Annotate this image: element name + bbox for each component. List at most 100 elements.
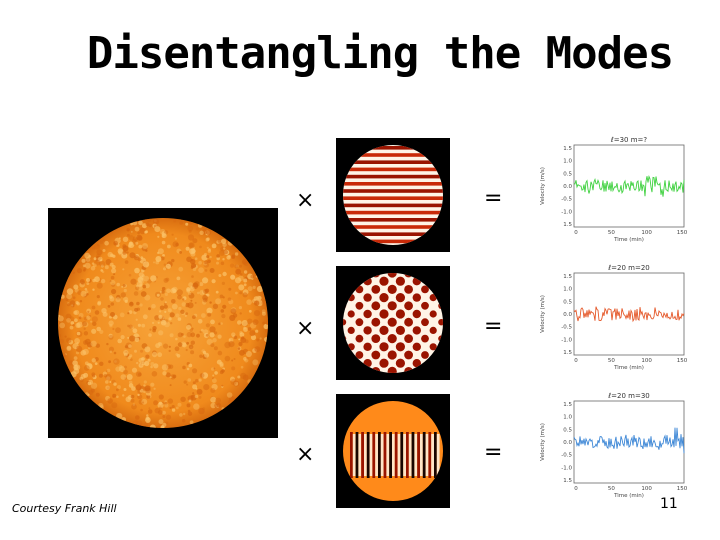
granule-mark (111, 288, 117, 295)
mode-stripe (355, 432, 359, 478)
granule-mark (135, 318, 138, 321)
granule-mark (246, 357, 249, 360)
granule-mark (115, 297, 121, 303)
granule-mark (215, 298, 222, 305)
granule-mark (212, 303, 219, 310)
granule-mark (133, 419, 139, 426)
granule-mark (109, 324, 113, 328)
y-tick-label: -1.0 (561, 337, 572, 343)
granule-mark (248, 309, 252, 313)
mode-stripe-light (364, 434, 367, 476)
granule-mark (239, 291, 243, 295)
velocity-plot-3: ℓ=20 m=30 1.5 1.0 0.5 0.0 -0.5 -1.0 1.5 0 50 100 15… (534, 389, 694, 499)
mode-cell (429, 343, 437, 351)
granule-mark (217, 350, 223, 356)
granule-mark (132, 403, 136, 406)
granule-mark (138, 277, 145, 284)
granule-mark (162, 410, 166, 415)
granule-mark (239, 264, 243, 268)
granule-mark (81, 281, 85, 286)
granule-mark (164, 310, 167, 313)
mode-cell (438, 351, 443, 359)
granule-mark (100, 259, 103, 262)
granule-mark (161, 240, 166, 245)
mode-cell (438, 335, 443, 342)
granule-mark (149, 328, 152, 331)
granule-mark (148, 407, 151, 410)
granule-mark (161, 233, 167, 239)
granule-mark (233, 380, 240, 387)
granule-mark (76, 331, 81, 336)
granule-mark (152, 326, 157, 331)
mode-cell (355, 318, 364, 327)
granule-mark (58, 333, 62, 338)
granule-mark (228, 338, 231, 341)
mode-cell (355, 334, 364, 343)
mode-stripe-light (431, 434, 434, 476)
granule-mark (168, 349, 171, 353)
granule-mark (66, 337, 72, 343)
mode-cell (371, 273, 381, 278)
granule-mark (162, 254, 165, 257)
granule-mark (68, 360, 74, 366)
granule-mark (102, 249, 106, 252)
granule-mark (137, 323, 141, 327)
mode-image-zonal (336, 138, 450, 252)
granule-mark (86, 258, 89, 261)
granule-mark (186, 403, 191, 408)
slide-title: Disentangling the Modes (86, 28, 674, 79)
y-tick-label: 0.0 (563, 440, 572, 446)
mode-band (343, 160, 443, 164)
granule-mark (146, 414, 149, 417)
granule-mark (256, 285, 264, 293)
granule-mark (143, 384, 146, 387)
plot-background (534, 389, 694, 499)
granule-mark (68, 339, 74, 345)
granule-mark (136, 284, 139, 288)
granule-mark (163, 278, 169, 283)
granule-mark (158, 401, 163, 405)
y-tick-label: 1.0 (563, 159, 572, 165)
granule-mark (100, 264, 104, 268)
granule-mark (252, 319, 259, 325)
granule-mark (186, 341, 190, 345)
granule-mark (132, 220, 138, 226)
granule-mark (167, 244, 171, 249)
granule-mark (134, 337, 140, 342)
granule-mark (197, 223, 203, 228)
x-tick-label: 100 (641, 358, 652, 364)
granule-mark (187, 291, 192, 296)
mode-cell (395, 325, 405, 335)
granule-mark (159, 305, 165, 311)
granule-mark (95, 392, 100, 397)
x-axis-label: Time (min) (613, 493, 644, 499)
mode-cell (379, 276, 389, 286)
granule-mark (141, 245, 148, 252)
granule-mark (113, 358, 120, 365)
granule-mark (234, 277, 242, 284)
mode-cell (429, 294, 437, 302)
mode-cell (363, 293, 372, 302)
y-tick-label: -0.5 (561, 325, 572, 331)
granule-mark (242, 374, 249, 381)
granule-mark (190, 299, 193, 302)
granule-mark (226, 392, 233, 398)
multiply-sign-2: × (296, 316, 315, 341)
granule-mark (86, 278, 90, 282)
granule-mark (247, 327, 252, 331)
granule-mark (122, 244, 127, 249)
granule-mark (252, 359, 259, 366)
granule-mark (139, 275, 144, 280)
granule-mark (65, 313, 72, 320)
granule-mark (100, 278, 106, 284)
mode-stripe (389, 432, 392, 478)
mode-cell (387, 284, 397, 294)
mode-cell (387, 366, 397, 373)
mode-stripe (372, 432, 376, 478)
granule-mark (114, 360, 117, 363)
granule-mark (201, 254, 208, 261)
y-tick-label: 0.0 (563, 312, 572, 318)
y-tick-label: -1.0 (561, 465, 572, 471)
granule-mark (175, 406, 179, 410)
granule-mark (198, 260, 202, 265)
